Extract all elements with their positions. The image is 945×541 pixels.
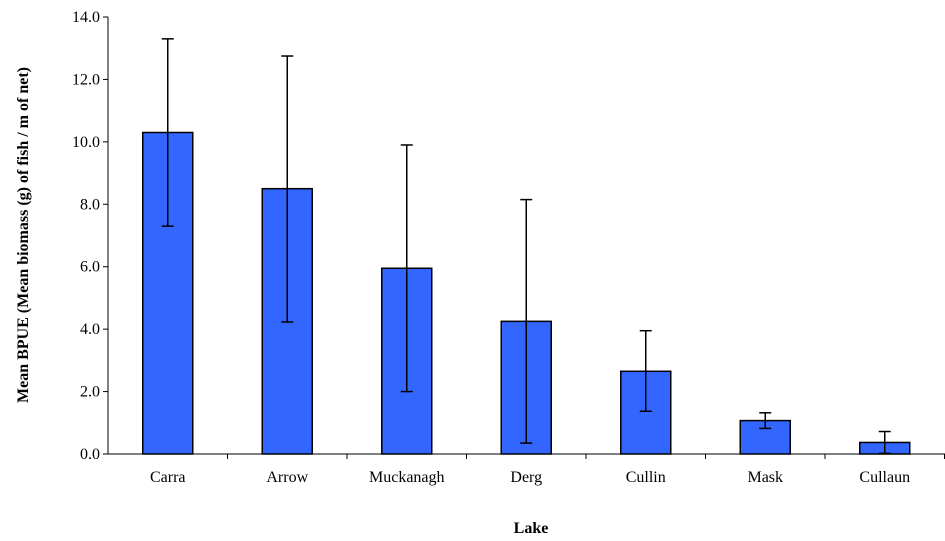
y-tick-label: 8.0 [80,196,100,213]
x-tick-label: Muckanagh [369,469,445,486]
x-tick-label: Mask [747,469,783,486]
x-tick-label: Arrow [266,469,308,486]
x-tick-label: Cullin [626,469,666,486]
y-tick-label: 12.0 [72,71,100,88]
y-axis: 0.0 2.0 4.0 6.0 8.0 10.0 12.0 14.0 [72,9,109,463]
y-tick-label: 2.0 [80,384,100,401]
y-tick-label: 4.0 [80,321,100,338]
x-tick-label: Derg [510,469,542,486]
y-tick-label: 0.0 [80,446,100,463]
y-tick-label: 6.0 [80,259,100,276]
x-axis-title: Lake [514,520,549,537]
y-tick-label: 10.0 [72,134,100,151]
y-tick-label: 14.0 [72,9,100,26]
error-bars [161,38,891,455]
x-tick-label: Carra [150,469,186,486]
x-axis: Carra Arrow Muckanagh Derg Cullin Mask Cullaun [108,453,945,486]
y-axis-title: Mean BPUE (Mean biomass (g) of fish / m … [15,67,32,403]
x-tick-label: Cullaun [859,469,910,486]
